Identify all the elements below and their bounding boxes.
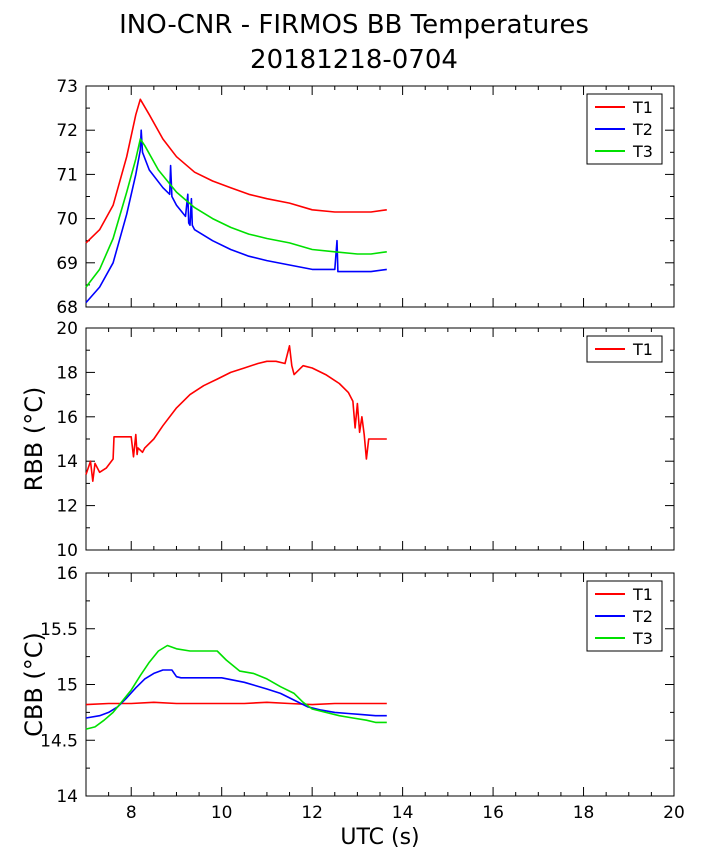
series-line-t1 [85, 344, 387, 483]
legend-label-t2: T2 [632, 607, 653, 626]
y-tick-label: 15 [56, 676, 78, 696]
y-tick-label: 73 [56, 77, 78, 97]
legend: T1 T2 T3 [586, 580, 663, 652]
panel-rbb: 10 12 14 16 18 20 RBB (°C) T1 [20, 319, 675, 561]
plot-frame [85, 85, 675, 308]
series-line-t3 [85, 138, 387, 288]
legend-label-t1: T1 [632, 98, 653, 117]
legend-label-t3: T3 [632, 629, 653, 648]
legend: T1 [586, 335, 663, 363]
series-line-t2 [85, 669, 387, 719]
y-tick-label: 15.5 [40, 620, 78, 640]
y-tick-label: 68 [56, 298, 78, 318]
y-tick-label: 69 [56, 254, 78, 274]
y-tick-label: 14 [56, 787, 78, 807]
y-tick-label: 10 [56, 541, 78, 561]
x-tick-label: 8 [126, 803, 137, 823]
legend-label-t1: T1 [632, 585, 653, 604]
series-line-t1 [85, 98, 387, 244]
series-line-t1 [85, 701, 387, 706]
series-line-t2 [85, 129, 387, 304]
x-tick-label: 18 [573, 803, 595, 823]
figure-title: INO-CNR - FIRMOS BB Temperatures [119, 10, 589, 40]
x-tick-label: 20 [663, 803, 685, 823]
y-axis-label: CBB (°C) [20, 632, 48, 737]
figure-subtitle: 20181218-0704 [250, 45, 458, 75]
legend-label-t3: T3 [632, 142, 653, 161]
y-axis-label: RBB (°C) [20, 387, 48, 492]
x-tick-label: 12 [301, 803, 323, 823]
x-tick-label: 14 [392, 803, 414, 823]
y-tick-label: 14.5 [40, 731, 78, 751]
x-tick-label: 16 [482, 803, 504, 823]
legend-label-t2: T2 [632, 120, 653, 139]
y-tick-label: 71 [56, 165, 78, 185]
y-tick-label: 16 [56, 408, 78, 428]
y-tick-label: 20 [56, 319, 78, 339]
series-line-t3 [85, 644, 387, 730]
y-tick-label: 12 [56, 497, 78, 517]
y-tick-label: 14 [56, 452, 78, 472]
y-tick-label: 72 [56, 121, 78, 141]
panel-top-temperatures: 68 69 70 71 72 73 T1 T2 T3 [56, 77, 675, 318]
y-tick-label: 70 [56, 210, 78, 230]
y-tick-label: 16 [56, 564, 78, 584]
y-tick-label: 18 [56, 363, 78, 383]
panel-cbb: 8 10 12 14 16 18 20 14 14.5 15 15.5 16 CBB (°C) UTC (… [20, 564, 685, 850]
legend: T1 T2 T3 [586, 93, 663, 165]
x-tick-label: 10 [211, 803, 233, 823]
legend-label-t1: T1 [632, 340, 653, 359]
plot-frame [85, 572, 675, 797]
x-axis-label: UTC (s) [340, 825, 419, 850]
